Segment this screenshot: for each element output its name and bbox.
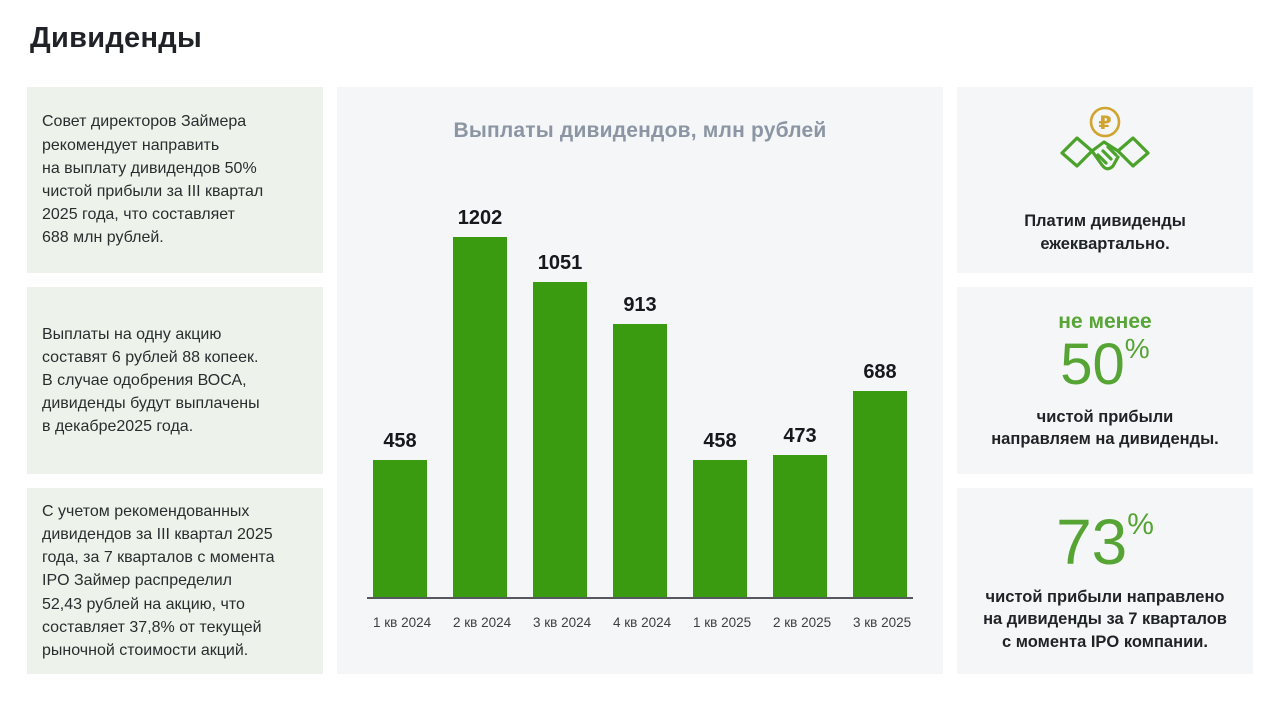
bar bbox=[853, 391, 907, 597]
stat-box-since-ipo: 73% чистой прибыли направлено на дивиден… bbox=[957, 488, 1253, 674]
bar bbox=[373, 460, 427, 597]
since-ipo-percent-sign: % bbox=[1127, 508, 1154, 541]
bar-column: 1202 bbox=[453, 207, 507, 597]
note-box-since-ipo: С учетом рекомендованных дивидендов за I… bbox=[27, 488, 323, 674]
note-box-per-share: Выплаты на одну акцию составят 6 рублей … bbox=[27, 287, 323, 474]
x-tick-label: 1 кв 2025 bbox=[693, 615, 752, 630]
bar-value-label: 473 bbox=[783, 425, 817, 447]
ruble-handshake-icon: ₽ bbox=[1057, 105, 1153, 196]
bar-value-label: 1051 bbox=[537, 252, 583, 274]
payout-ratio-lead: не менее bbox=[1058, 310, 1152, 334]
bar-column: 688 bbox=[853, 361, 907, 597]
bar bbox=[533, 282, 587, 597]
ticks-row: 1 кв 2024 2 кв 2024 3 кв 2024 4 кв 2024 1 кв… bbox=[337, 615, 943, 630]
stat-box-payout-ratio: не менее 50% чистой прибыли направляем н… bbox=[957, 287, 1253, 474]
dividends-bar-chart: Выплаты дивидендов, млн рублей 458 1202 10… bbox=[337, 87, 943, 674]
bars-row: 458 1202 1051 913 458 473 688 bbox=[337, 207, 943, 597]
since-ipo-number: 73 bbox=[1056, 506, 1128, 578]
x-tick-label: 2 кв 2024 bbox=[453, 615, 512, 630]
bar-value-label: 1202 bbox=[457, 207, 503, 229]
bar-value-label: 458 bbox=[383, 430, 417, 452]
bar-value-label: 688 bbox=[863, 361, 897, 383]
x-tick-label: 1 кв 2024 bbox=[373, 615, 432, 630]
x-tick-label: 2 кв 2025 bbox=[773, 615, 832, 630]
bar-column: 1051 bbox=[533, 252, 587, 597]
bar-value-label: 458 bbox=[703, 430, 737, 452]
page-title: Дивиденды bbox=[30, 22, 203, 54]
x-axis-line bbox=[367, 597, 913, 599]
payout-ratio-caption: чистой прибыли направляем на дивиденды. bbox=[991, 408, 1219, 449]
bar-column: 458 bbox=[373, 430, 427, 597]
x-tick-label: 3 кв 2025 bbox=[853, 615, 912, 630]
payout-ratio-number: 50 bbox=[1060, 332, 1125, 398]
bar bbox=[613, 324, 667, 597]
bar-column: 458 bbox=[693, 430, 747, 597]
quarterly-caption: Платим дивиденды ежеквартально. bbox=[1024, 212, 1186, 253]
x-tick-label: 4 кв 2024 bbox=[613, 615, 672, 630]
bar-column: 473 bbox=[773, 425, 827, 597]
bar bbox=[773, 455, 827, 597]
bar-column: 913 bbox=[613, 294, 667, 597]
x-tick-label: 3 кв 2024 bbox=[533, 615, 592, 630]
payout-ratio-percent-sign: % bbox=[1124, 333, 1150, 365]
since-ipo-value: 73% bbox=[1056, 506, 1154, 578]
stat-box-quarterly: ₽ Платим дивиденды ежеквартально. bbox=[957, 87, 1253, 273]
bar bbox=[453, 237, 507, 597]
bar-value-label: 913 bbox=[623, 294, 657, 316]
bar bbox=[693, 460, 747, 597]
svg-text:₽: ₽ bbox=[1098, 112, 1111, 134]
payout-ratio-value: 50% bbox=[1060, 334, 1149, 396]
since-ipo-caption: чистой прибыли направлено на дивиденды з… bbox=[983, 588, 1227, 651]
chart-title: Выплаты дивидендов, млн рублей bbox=[453, 119, 827, 142]
slide-layout: Совет директоров Займера рекомендует нап… bbox=[27, 87, 1253, 674]
note-box-recommendation: Совет директоров Займера рекомендует нап… bbox=[27, 87, 323, 273]
